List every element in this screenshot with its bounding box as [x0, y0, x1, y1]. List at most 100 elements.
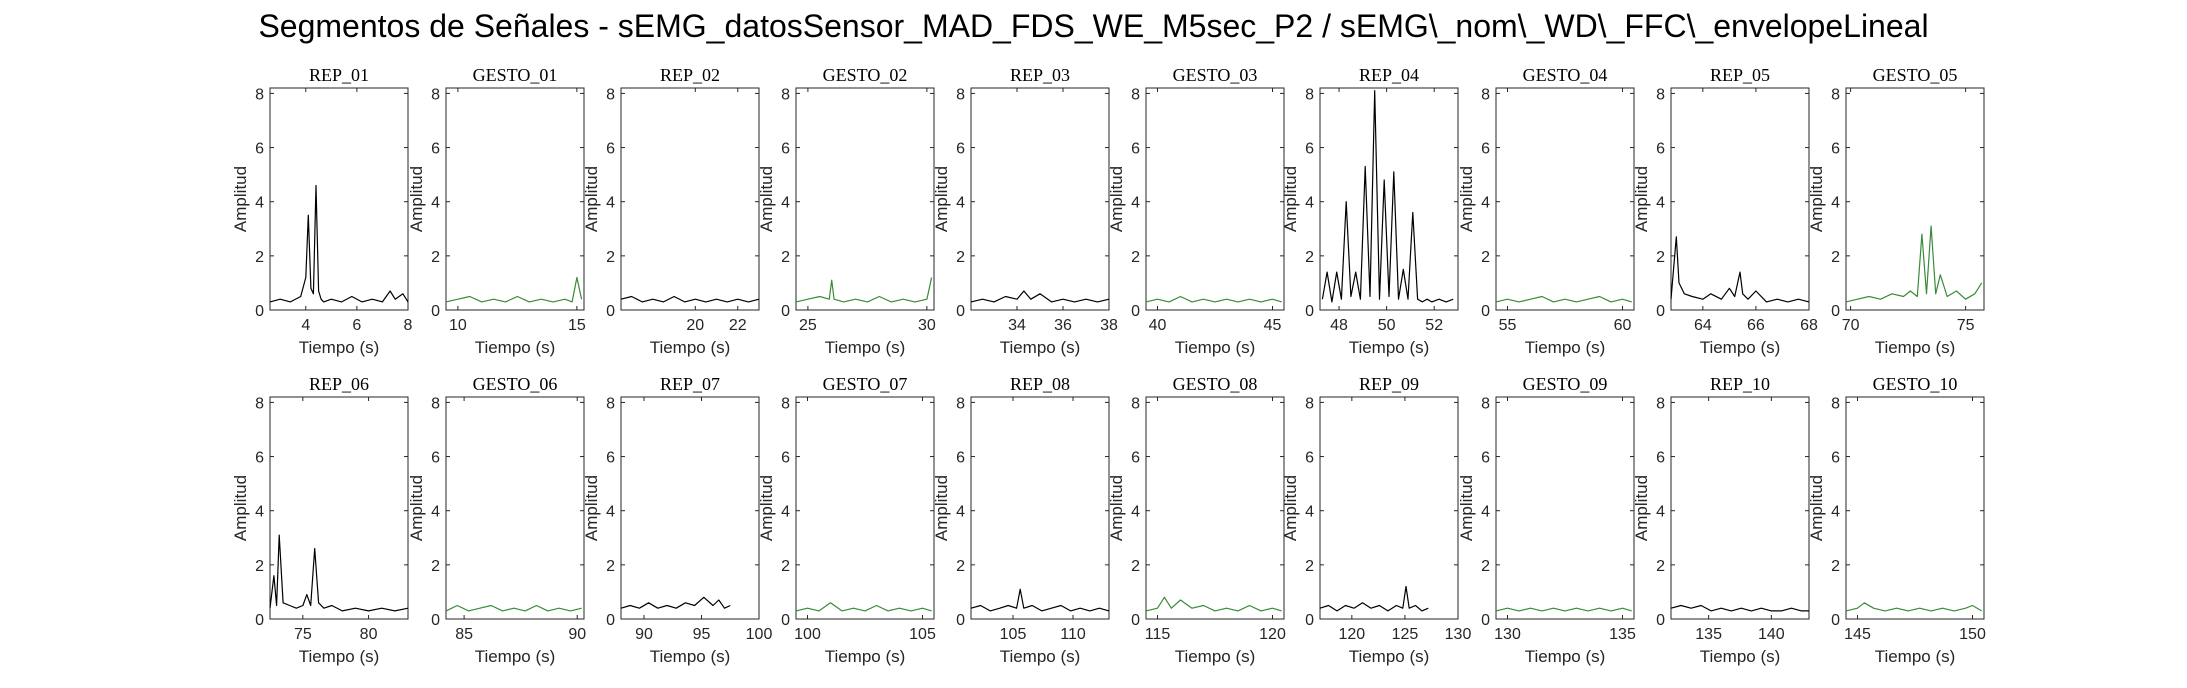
- subplot-title: GESTO_07: [823, 374, 908, 394]
- x-tick-label: 115: [1145, 626, 1171, 643]
- y-tick-label: 8: [1131, 395, 1140, 412]
- y-tick-label: 2: [1131, 558, 1140, 575]
- y-tick-label: 4: [1481, 504, 1490, 521]
- y-tick-label: 6: [1831, 141, 1840, 158]
- y-tick-label: 8: [1831, 395, 1840, 412]
- y-tick-label: 0: [1131, 612, 1140, 629]
- subplot-gesto-03: 0 2 4 6 8 40 45 GESTO_03 Tiempo (s) Amplitud: [1107, 65, 1285, 357]
- x-axis-label: Tiempo (s): [1525, 338, 1606, 357]
- axes-box: [269, 87, 409, 311]
- subplot-rep-01: 0 2 4 6 8 4 6 8 REP_01 Tiempo (s) Amplitud: [231, 65, 413, 357]
- subplot-gesto-06: 0 2 4 6 8 85 90 GESTO_06 Tiempo (s) Amplitud: [407, 374, 586, 666]
- y-tick-label: 0: [1131, 303, 1140, 320]
- series-line: [1670, 236, 1810, 303]
- y-tick-label: 6: [1305, 450, 1314, 467]
- y-tick-label: 8: [606, 395, 615, 412]
- y-tick-label: 2: [1831, 249, 1840, 266]
- x-tick-label: 135: [1695, 626, 1722, 643]
- y-tick-label: 6: [781, 141, 790, 158]
- subplot-gesto-10: 0 2 4 6 8 145 150 GESTO_10 Tiempo (s) Amplitud: [1807, 374, 1986, 666]
- subplot-title: REP_02: [660, 65, 720, 85]
- y-tick-label: 4: [1305, 504, 1314, 521]
- subplot-title: GESTO_05: [1873, 65, 1958, 85]
- y-tick-label: 0: [431, 612, 440, 629]
- x-tick-label: 85: [455, 626, 473, 643]
- y-tick-label: 8: [606, 86, 615, 103]
- axes-box: [445, 396, 585, 620]
- subplot-title: REP_03: [1010, 65, 1070, 85]
- y-axis-label: Amplitud: [1632, 166, 1651, 232]
- y-tick-label: 8: [1481, 395, 1490, 412]
- y-tick-label: 0: [255, 303, 264, 320]
- y-tick-label: 4: [1656, 504, 1665, 521]
- y-tick-label: 0: [781, 303, 790, 320]
- y-tick-label: 4: [1131, 195, 1140, 212]
- y-tick-label: 0: [781, 612, 790, 629]
- axes-box: [620, 396, 760, 620]
- x-axis-label: Tiempo (s): [825, 338, 906, 357]
- series-line: [1495, 607, 1632, 612]
- y-tick-label: 0: [1831, 612, 1840, 629]
- y-tick-label: 4: [956, 195, 965, 212]
- x-axis-label: Tiempo (s): [1700, 338, 1781, 357]
- y-tick-label: 8: [255, 86, 264, 103]
- y-tick-label: 6: [1481, 141, 1490, 158]
- subplot-rep-10: 0 2 4 6 8 135 140 REP_10 Tiempo (s) Amplitud: [1632, 374, 1810, 666]
- figure-title: Segmentos de Señales - sEMG_datosSensor_…: [258, 8, 1929, 44]
- y-axis-label: Amplitud: [1632, 475, 1651, 541]
- x-axis-label: Tiempo (s): [1000, 338, 1081, 357]
- axes-box: [1845, 396, 1985, 620]
- y-tick-label: 0: [956, 303, 965, 320]
- x-tick-label: 64: [1694, 317, 1712, 334]
- series-line: [445, 276, 583, 303]
- y-tick-label: 4: [606, 504, 615, 521]
- y-tick-label: 4: [255, 504, 264, 521]
- y-tick-label: 4: [1131, 504, 1140, 521]
- x-tick-label: 8: [404, 317, 413, 334]
- y-tick-label: 8: [431, 86, 440, 103]
- subplot-gesto-05: 0 2 4 6 8 70 75 GESTO_05 Tiempo (s) Amplitud: [1807, 65, 1985, 357]
- y-tick-label: 8: [956, 395, 965, 412]
- y-axis-label: Amplitud: [1457, 166, 1476, 232]
- x-axis-label: Tiempo (s): [1349, 647, 1430, 666]
- x-tick-label: 80: [360, 626, 378, 643]
- y-tick-label: 0: [606, 303, 615, 320]
- subplot-title: GESTO_02: [823, 65, 908, 85]
- series-line: [269, 184, 409, 303]
- y-tick-label: 8: [781, 86, 790, 103]
- axes-box: [970, 87, 1110, 311]
- x-axis-label: Tiempo (s): [299, 647, 380, 666]
- y-tick-label: 6: [956, 141, 965, 158]
- y-tick-label: 2: [1131, 249, 1140, 266]
- y-tick-label: 2: [1831, 558, 1840, 575]
- x-tick-label: 130: [1494, 626, 1521, 643]
- y-tick-label: 6: [606, 450, 615, 467]
- y-tick-label: 6: [1656, 141, 1665, 158]
- y-tick-label: 2: [1305, 558, 1314, 575]
- subplot-title: GESTO_03: [1173, 65, 1258, 85]
- axes-box: [620, 87, 760, 311]
- y-tick-label: 4: [1831, 504, 1840, 521]
- series-line: [1145, 596, 1282, 612]
- y-tick-label: 0: [606, 612, 615, 629]
- x-tick-label: 4: [301, 317, 310, 334]
- y-tick-label: 0: [431, 303, 440, 320]
- series-line: [1321, 90, 1454, 303]
- y-tick-label: 8: [781, 395, 790, 412]
- y-tick-label: 6: [956, 450, 965, 467]
- x-tick-label: 45: [1264, 317, 1282, 334]
- subplot-rep-06: 0 2 4 6 8 75 80 REP_06 Tiempo (s) Amplitud: [231, 374, 409, 666]
- y-axis-label: Amplitud: [1281, 475, 1300, 541]
- y-axis-label: Amplitud: [1457, 475, 1476, 541]
- y-tick-label: 2: [956, 558, 965, 575]
- x-tick-label: 100: [746, 626, 773, 643]
- y-tick-label: 6: [255, 450, 264, 467]
- series-line: [620, 596, 731, 609]
- x-tick-label: 130: [1445, 626, 1472, 643]
- y-tick-label: 0: [1656, 303, 1665, 320]
- subplot-title: GESTO_06: [473, 374, 558, 394]
- y-axis-label: Amplitud: [582, 166, 601, 232]
- y-tick-label: 8: [1305, 86, 1314, 103]
